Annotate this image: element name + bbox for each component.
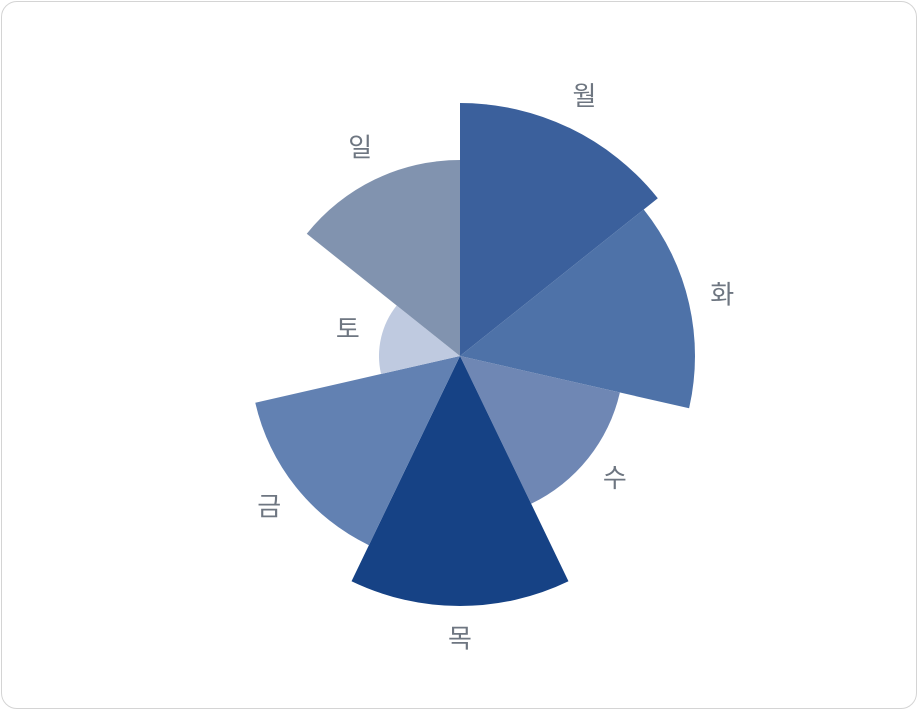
slice-label-3: 수 [603,464,627,494]
slice-label-5: 금 [257,493,281,523]
slice-1 [460,103,658,356]
slice-4 [351,356,569,606]
slice-label-1: 월 [573,82,597,112]
slice-2 [460,209,696,409]
slice-label-2: 화 [710,281,734,311]
slice-3 [460,356,620,504]
slice-label-6: 토 [336,315,360,345]
slice-7 [306,160,460,356]
slice-6 [379,305,460,375]
slice-5 [255,356,460,546]
slice-label-4: 목 [448,625,472,655]
slices-group [255,103,696,606]
slice-label-7: 일 [348,133,372,163]
